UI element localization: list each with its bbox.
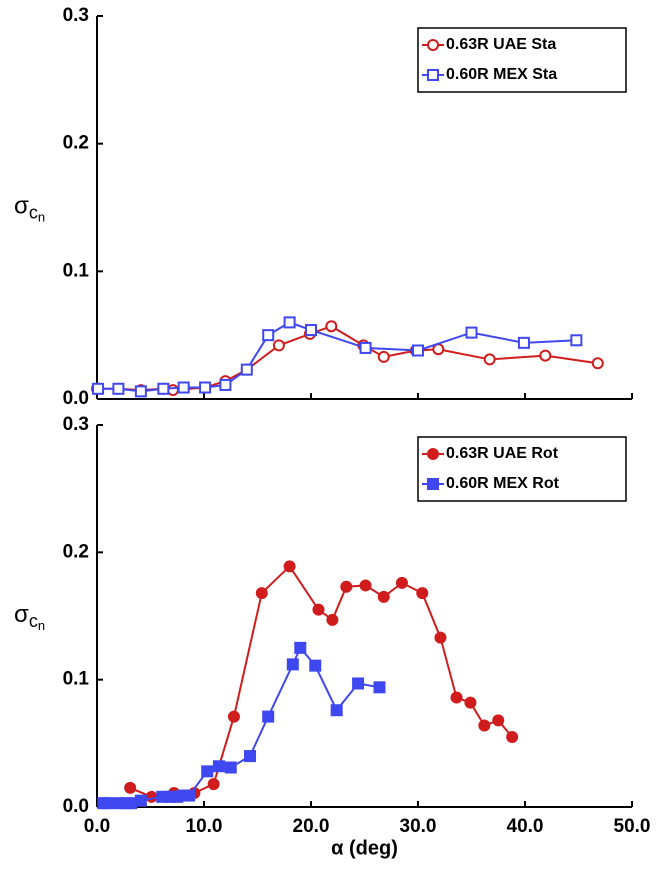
- marker: [591, 357, 604, 370]
- y-axis-label: σcn: [14, 601, 45, 633]
- series-line: [97, 325, 598, 392]
- x-tick-label: 0.0: [84, 816, 110, 837]
- marker: [92, 382, 105, 395]
- x-tick-label: 10.0: [186, 816, 223, 837]
- marker: [207, 778, 220, 791]
- marker: [416, 587, 429, 600]
- marker: [352, 677, 365, 690]
- series-line: [98, 321, 577, 393]
- marker: [309, 659, 322, 672]
- y-tick-label: 0.2: [63, 541, 89, 562]
- marker: [412, 344, 424, 357]
- x-tick-label: 50.0: [614, 816, 651, 837]
- y-tick-label: 0.1: [63, 669, 90, 690]
- marker: [373, 681, 386, 694]
- y-tick-label: 0.0: [63, 388, 89, 409]
- legend-marker: [427, 448, 439, 460]
- legend-label: 0.60R MEX Rot: [446, 475, 560, 492]
- marker: [112, 382, 125, 395]
- series-line: [129, 564, 513, 798]
- marker: [340, 580, 353, 593]
- x-tick-label: 40.0: [507, 816, 544, 837]
- marker: [359, 341, 372, 354]
- legend-box: [417, 436, 627, 502]
- marker: [201, 765, 214, 778]
- x-tick-label: 30.0: [400, 816, 437, 837]
- marker: [570, 334, 583, 347]
- y-tick-label: 0.3: [63, 5, 89, 26]
- marker: [377, 590, 390, 603]
- y-tick-label: 0.1: [63, 260, 90, 281]
- y-tick-label: 0.2: [63, 133, 89, 154]
- series-line: [103, 645, 380, 805]
- legend-box: [417, 27, 627, 93]
- legend-label: 0.63R UAE Sta: [446, 36, 556, 53]
- marker: [101, 797, 114, 810]
- y-tick-label: 0.0: [63, 796, 89, 817]
- marker: [286, 658, 299, 671]
- marker: [377, 350, 390, 363]
- marker: [227, 710, 240, 723]
- marker: [244, 750, 257, 763]
- marker: [305, 324, 317, 337]
- marker: [283, 316, 296, 329]
- x-axis-label: α (deg): [331, 837, 398, 859]
- legend-marker: [427, 478, 439, 490]
- marker: [224, 761, 237, 774]
- marker: [134, 794, 147, 807]
- x-tick-label: 20.0: [293, 816, 330, 837]
- marker: [294, 641, 307, 654]
- marker: [283, 560, 296, 573]
- marker: [166, 384, 179, 397]
- marker: [124, 781, 137, 794]
- marker: [450, 691, 463, 704]
- marker: [395, 576, 408, 589]
- y-axis-label: σcn: [14, 193, 45, 225]
- marker: [478, 719, 491, 732]
- marker: [506, 730, 519, 743]
- y-tick-label: 0.3: [63, 414, 89, 435]
- legend-label: 0.63R UAE Rot: [446, 445, 559, 462]
- marker: [219, 378, 232, 391]
- marker: [177, 381, 190, 394]
- marker: [517, 336, 530, 349]
- marker: [262, 710, 275, 723]
- marker: [434, 631, 447, 644]
- marker: [199, 381, 212, 394]
- marker: [262, 329, 275, 342]
- marker: [539, 349, 552, 362]
- marker: [359, 579, 372, 592]
- marker: [330, 704, 343, 717]
- marker: [183, 789, 196, 802]
- legend-marker: [427, 39, 439, 51]
- marker: [240, 363, 253, 376]
- marker: [483, 353, 496, 366]
- marker: [212, 760, 225, 773]
- marker: [492, 714, 505, 727]
- marker: [312, 603, 325, 616]
- marker: [125, 797, 138, 810]
- marker: [326, 613, 339, 626]
- marker: [325, 320, 338, 333]
- marker: [272, 339, 285, 352]
- marker: [465, 326, 478, 339]
- marker: [464, 696, 477, 709]
- legend-marker: [427, 69, 439, 81]
- marker: [157, 382, 170, 395]
- marker: [134, 385, 147, 398]
- legend-label: 0.60R MEX Sta: [446, 66, 557, 83]
- marker: [255, 587, 268, 600]
